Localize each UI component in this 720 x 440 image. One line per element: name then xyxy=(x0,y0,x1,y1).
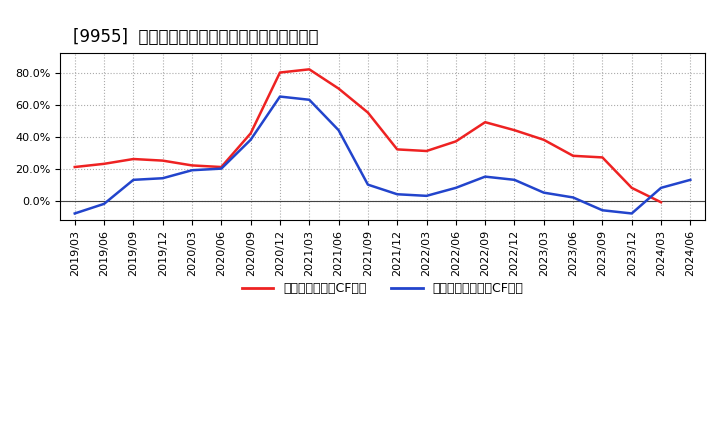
Legend: 有利子負債営業CF比率, 有利子負債フリーCF比率: 有利子負債営業CF比率, 有利子負債フリーCF比率 xyxy=(237,277,528,300)
Text: [9955]  有利子負債キャッシュフロー比率の推移: [9955] 有利子負債キャッシュフロー比率の推移 xyxy=(73,28,318,46)
